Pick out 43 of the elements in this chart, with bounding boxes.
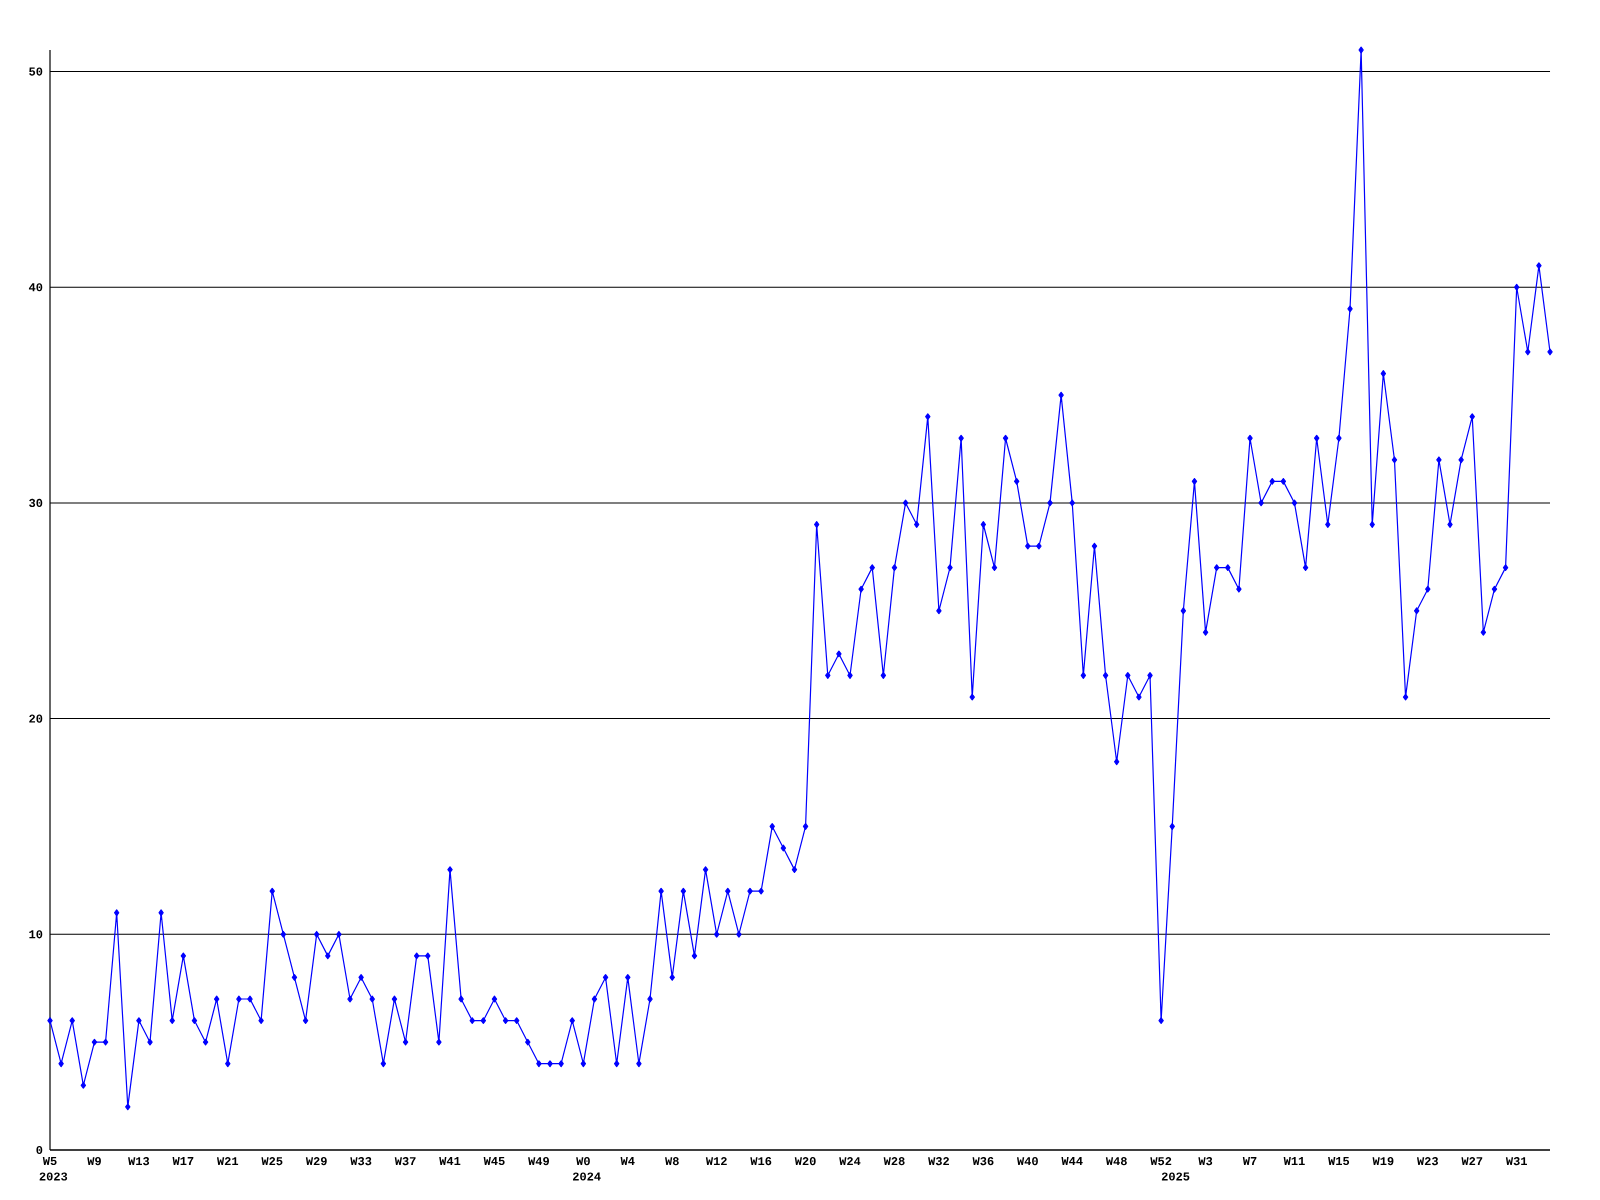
x-tick-label: W32 xyxy=(928,1157,949,1166)
x-tick-label: W24 xyxy=(839,1157,861,1166)
y-tick-label: 10 xyxy=(29,930,43,939)
text: 2023 xyxy=(39,1172,68,1181)
x-tick-label: W19 xyxy=(1372,1157,1394,1166)
x-tick-label: W44 xyxy=(1061,1157,1083,1165)
x-tick-label: W41 xyxy=(439,1157,461,1165)
x-tick-label: W27 xyxy=(1461,1157,1483,1166)
x-tick-label: W13 xyxy=(128,1157,150,1166)
x-tick-label: W9 xyxy=(87,1157,101,1166)
x-tick-label: W45 xyxy=(483,1157,505,1166)
x-tick-label: W16 xyxy=(750,1157,772,1166)
x-tick-label: W33 xyxy=(350,1157,372,1166)
x-tick-label: W25 xyxy=(261,1157,283,1166)
x-tick-label: W8 xyxy=(665,1157,679,1166)
y-tick-label: 40 xyxy=(28,283,43,292)
x-tick-label: W15 xyxy=(1328,1157,1350,1166)
x-tick-label: W29 xyxy=(305,1157,327,1166)
x-tick-label: W12 xyxy=(705,1157,727,1166)
x-tick-label: W5 xyxy=(42,1157,57,1166)
y-tick-label: 20 xyxy=(29,714,43,723)
y-tick-label: 0 xyxy=(36,1145,43,1155)
x-tick-label: W28 xyxy=(883,1157,905,1166)
x-tick-label: W20 xyxy=(794,1157,816,1166)
x-tick-label: W52 xyxy=(1150,1157,1172,1166)
y-tick-label: 30 xyxy=(29,498,43,508)
x-tick-label: W17 xyxy=(172,1157,194,1165)
x-tick-label: W49 xyxy=(528,1157,549,1166)
x-tick-label: W11 xyxy=(1283,1157,1305,1165)
x-tick-label: W48 xyxy=(1105,1157,1127,1166)
x-tick-label: W40 xyxy=(1016,1157,1038,1166)
x-tick-label: W37 xyxy=(394,1157,416,1166)
x-tick-label: W4 xyxy=(620,1157,635,1165)
text: 2025 xyxy=(1161,1172,1190,1181)
x-tick-label: W23 xyxy=(1416,1157,1438,1166)
x-tick-label: W21 xyxy=(216,1157,239,1166)
x-tick-label: W0 xyxy=(576,1157,590,1166)
x-tick-label: W31 xyxy=(1505,1157,1527,1166)
text: 2024 xyxy=(573,1172,601,1181)
x-tick-label: W7 xyxy=(1242,1157,1257,1165)
y-tick-label: 50 xyxy=(29,67,43,76)
x-tick-label: W36 xyxy=(972,1157,994,1166)
x-tick-label: W3 xyxy=(1198,1157,1213,1166)
